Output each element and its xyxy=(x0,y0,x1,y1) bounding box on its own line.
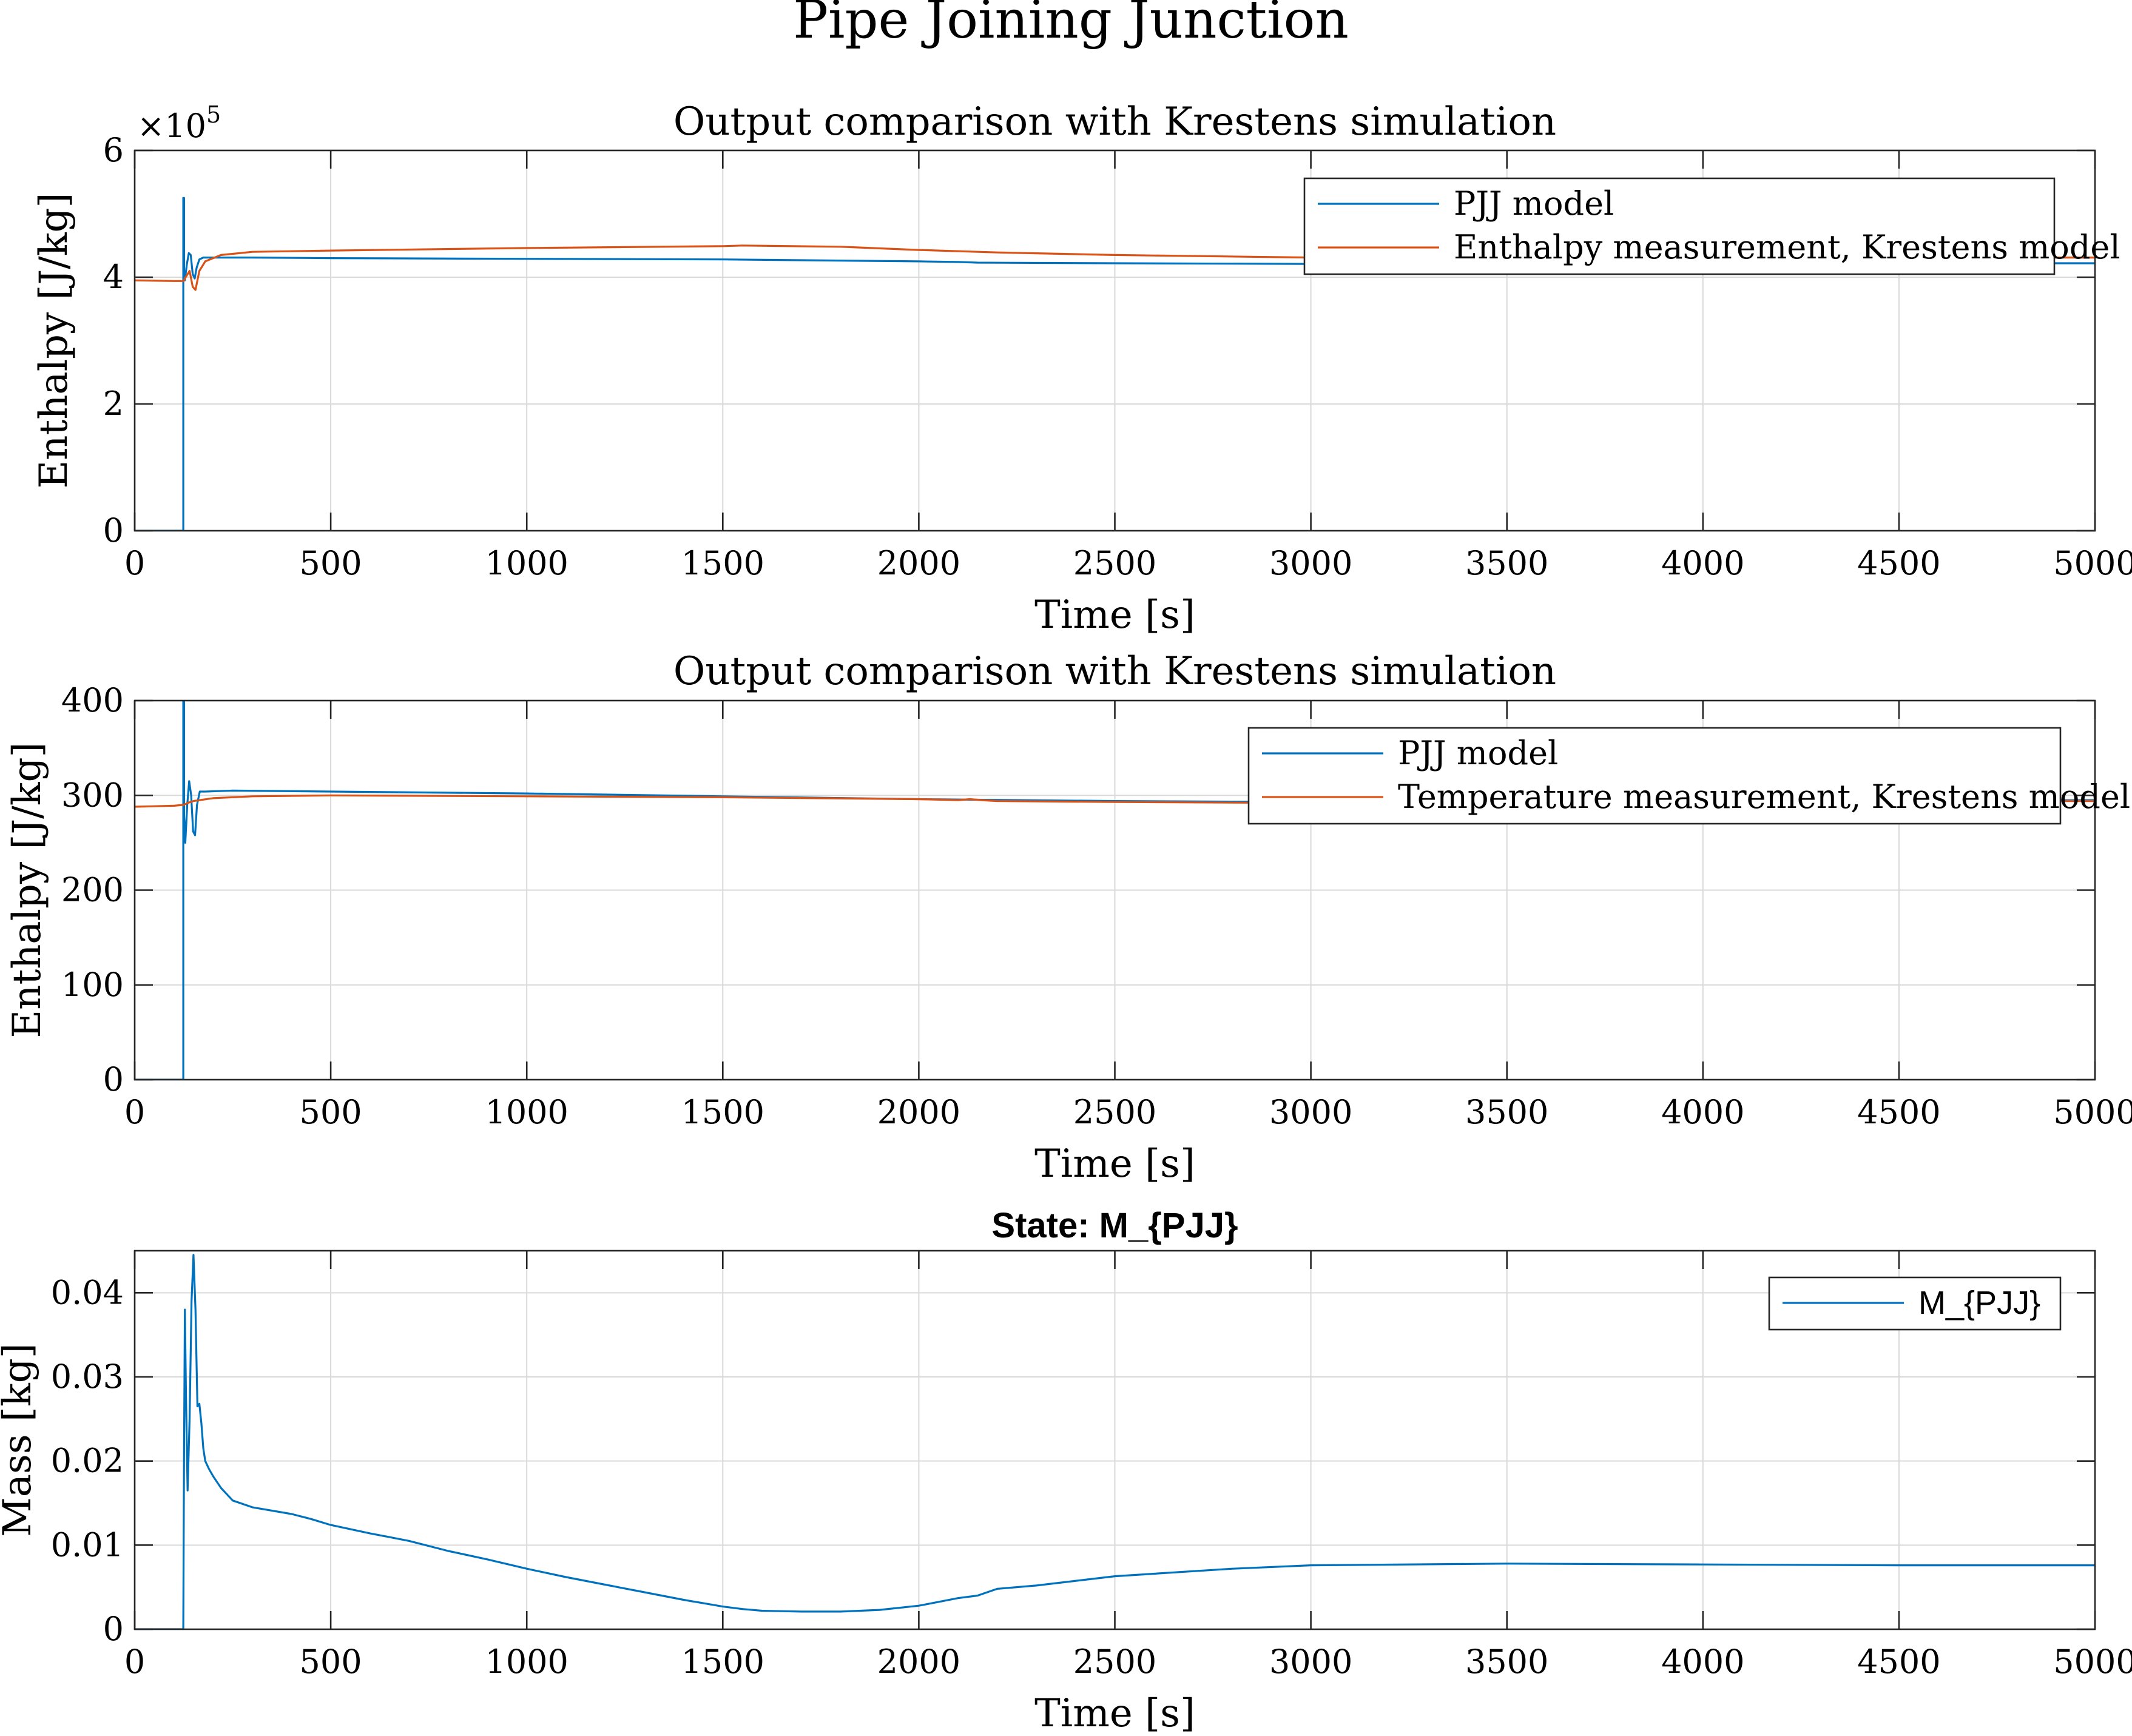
x-tick-label: 0 xyxy=(124,1643,145,1681)
x-tick-label: 1000 xyxy=(485,1093,568,1131)
x-tick-label: 3000 xyxy=(1269,544,1352,582)
y-tick-label: 0.02 xyxy=(51,1442,124,1480)
x-tick-label: 1500 xyxy=(681,544,764,582)
x-tick-label: 4500 xyxy=(1857,544,1940,582)
x-tick-label: 4500 xyxy=(1857,1093,1940,1131)
x-tick-label: 1000 xyxy=(485,544,568,582)
x-tick-label: 500 xyxy=(300,1643,362,1681)
legend: PJJ model Enthalpy measurement, Krestens … xyxy=(1303,177,2120,275)
legend-label: Enthalpy measurement, Krestens model xyxy=(1454,228,2120,266)
x-tick-label: 2000 xyxy=(877,544,960,582)
y-tick-label: 4 xyxy=(103,258,124,296)
chart-title: State: M_{PJJ} xyxy=(991,1206,1238,1245)
y-axis-label: Enthalpy [J/kg] xyxy=(32,193,76,489)
x-tick-label: 5000 xyxy=(2053,1643,2132,1681)
x-tick-label: 3500 xyxy=(1465,1643,1548,1681)
legend-box xyxy=(1247,727,2062,825)
x-tick-label: 1000 xyxy=(485,1643,568,1681)
y-tick-label: 0 xyxy=(103,511,124,550)
y-tick-label: 200 xyxy=(61,871,124,909)
y-tick-label: 0.01 xyxy=(51,1526,124,1564)
subplot-1: 0 500 1000 1500 2000 2500 3000 3500 4000 4500 5000… xyxy=(32,99,2132,638)
y-tick-label: 300 xyxy=(61,776,124,814)
x-tick-label: 1500 xyxy=(681,1643,764,1681)
legend: M_{PJJ} xyxy=(1768,1276,2062,1331)
chart-title: Output comparison with Krestens simulati… xyxy=(673,99,1556,144)
y-tick-label: 0.04 xyxy=(51,1273,124,1311)
x-tick-label: 3000 xyxy=(1269,1093,1352,1131)
x-tick-label: 4000 xyxy=(1661,544,1744,582)
figure-title: Pipe Joining Junction xyxy=(793,0,1349,50)
x-axis-label: Time [s] xyxy=(1034,1142,1195,1186)
x-tick-label: 4500 xyxy=(1857,1643,1940,1681)
x-tick-label: 4000 xyxy=(1661,1643,1744,1681)
legend-label: PJJ model xyxy=(1398,734,1558,772)
subplot-2: 0 500 1000 1500 2000 2500 3000 3500 4000 4500 5000… xyxy=(5,649,2132,1186)
y-exponent-label: ×105 xyxy=(137,101,221,145)
y-tick-label: 0 xyxy=(103,1610,124,1648)
subplot-3: 0 500 1000 1500 2000 2500 3000 3500 4000 4500 5000… xyxy=(0,1206,2132,1736)
x-tick-label: 5000 xyxy=(2053,1093,2132,1131)
series-group xyxy=(135,1254,2095,1629)
x-tick-label: 2000 xyxy=(877,1093,960,1131)
x-tick-label: 4000 xyxy=(1661,1093,1744,1131)
y-axis-label: Mass [kg] xyxy=(0,1343,40,1536)
x-tick-label: 500 xyxy=(300,544,362,582)
y-tick-label: 0 xyxy=(103,1060,124,1098)
x-tick-label: 1500 xyxy=(681,1093,764,1131)
series-line-1 xyxy=(135,1254,2095,1629)
x-tick-label: 2500 xyxy=(1073,544,1156,582)
y-tick-label: 2 xyxy=(103,385,124,423)
x-tick-label: 2500 xyxy=(1073,1643,1156,1681)
chart-title: Output comparison with Krestens simulati… xyxy=(673,649,1556,694)
legend-label: PJJ model xyxy=(1454,184,1614,223)
y-tick-label: 0.03 xyxy=(51,1358,124,1396)
x-axis-label: Time [s] xyxy=(1034,593,1195,638)
subplots: 0 500 1000 1500 2000 2500 3000 3500 4000 4500 5000… xyxy=(0,99,2132,1736)
legend-label: M_{PJJ} xyxy=(1918,1285,2040,1321)
x-tick-label: 500 xyxy=(300,1093,362,1131)
y-axis-label: Enthalpy [J/kg] xyxy=(5,742,50,1038)
legend-box xyxy=(1303,177,2056,275)
legend: PJJ model Temperature measurement, Kreste… xyxy=(1247,727,2130,825)
x-tick-label: 0 xyxy=(124,1093,145,1131)
x-tick-label: 2000 xyxy=(877,1643,960,1681)
x-tick-label: 3000 xyxy=(1269,1643,1352,1681)
y-tick-label: 6 xyxy=(103,131,124,169)
x-tick-label: 3500 xyxy=(1465,544,1548,582)
x-tick-label: 2500 xyxy=(1073,1093,1156,1131)
y-tick-label: 400 xyxy=(61,681,124,719)
x-tick-label: 0 xyxy=(124,544,145,582)
x-axis-label: Time [s] xyxy=(1034,1691,1195,1736)
y-tick-label: 100 xyxy=(61,966,124,1004)
legend-label: Temperature measurement, Krestens model xyxy=(1398,778,2130,816)
x-tick-label: 5000 xyxy=(2053,544,2132,582)
x-tick-label: 3500 xyxy=(1465,1093,1548,1131)
